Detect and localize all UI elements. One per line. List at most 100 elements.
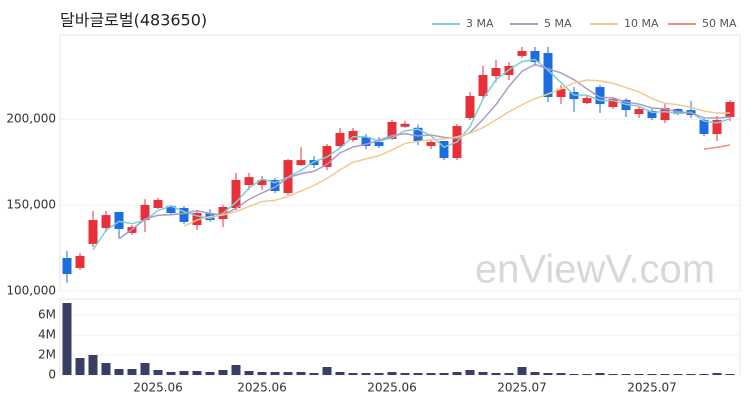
x-tick-label: 2025.06	[237, 381, 287, 395]
volume-bar	[244, 371, 254, 375]
volume-panel	[59, 298, 741, 376]
candle-body	[153, 199, 163, 209]
candle-body	[62, 258, 72, 274]
candle-body	[166, 205, 176, 213]
candle-body	[192, 212, 202, 226]
x-tick-label: 2025.07	[627, 381, 677, 395]
candle-body	[335, 132, 345, 146]
candle-body	[517, 50, 527, 56]
candle-body	[491, 67, 501, 77]
candle-body	[88, 220, 98, 244]
volume-bar	[75, 358, 85, 375]
y-tick-label: 0	[48, 368, 56, 382]
volume-bar	[205, 372, 215, 375]
volume-bar	[699, 374, 709, 375]
volume-bar	[608, 374, 618, 375]
volume-bar	[179, 371, 189, 375]
candle-body	[296, 160, 306, 166]
candle-body	[595, 87, 605, 105]
volume-bar	[595, 373, 605, 375]
ma-line	[92, 58, 731, 251]
candle-body	[439, 141, 449, 159]
volume-bar	[88, 355, 98, 375]
volume-bar	[413, 373, 423, 375]
volume-bar	[387, 372, 397, 375]
candle-body	[374, 142, 384, 146]
candle-body	[101, 215, 111, 228]
volume-bar	[569, 374, 579, 375]
volume-bar	[192, 371, 202, 375]
y-tick-label: 6M	[38, 308, 56, 322]
candle-body	[660, 108, 670, 121]
candle-body	[699, 120, 709, 134]
volume-bar	[582, 374, 592, 375]
ma-line	[703, 144, 731, 150]
legend-label: 3 MA	[466, 17, 494, 30]
candle-body	[270, 180, 280, 192]
candle-body	[465, 95, 475, 118]
candle-body	[647, 110, 657, 118]
candle-body	[478, 75, 488, 96]
volume-bar	[712, 373, 722, 375]
volume-bar	[439, 373, 449, 375]
volume-bar	[361, 373, 371, 375]
candle-body	[231, 180, 241, 209]
volume-bar	[556, 373, 566, 375]
candle-body	[556, 88, 566, 98]
y-tick-label: 2M	[38, 348, 56, 362]
x-tick-label: 2025.06	[133, 381, 183, 395]
volume-bar	[140, 363, 150, 375]
volume-bar	[465, 370, 475, 375]
volume-bar	[517, 367, 527, 375]
volume-bar	[166, 372, 176, 375]
volume-bar	[270, 372, 280, 375]
volume-bar	[101, 363, 111, 375]
candle-body	[75, 255, 85, 268]
candle-body	[582, 98, 592, 104]
volume-bar	[400, 373, 410, 375]
volume-bar	[283, 372, 293, 375]
volume-bar	[335, 372, 345, 375]
candle-body	[634, 109, 644, 115]
y-tick-label: 100,000	[6, 284, 56, 298]
volume-bar	[322, 367, 332, 375]
volume-bar	[348, 373, 358, 375]
candle-body	[400, 123, 410, 127]
x-tick-label: 2025.07	[497, 381, 547, 395]
volume-bar	[257, 372, 267, 375]
candle-body	[114, 211, 124, 229]
candle-body	[712, 120, 722, 134]
volume-bar	[114, 369, 124, 375]
volume-bar	[127, 369, 137, 375]
candle-body	[413, 127, 423, 142]
volume-bar	[374, 373, 384, 375]
volume-bar	[686, 374, 696, 375]
candle-body	[608, 99, 618, 107]
volume-bar	[660, 374, 670, 375]
price-panel	[59, 34, 741, 292]
volume-bar	[309, 373, 319, 375]
volume-bar	[673, 374, 683, 375]
candle-body	[426, 142, 436, 146]
candle-body	[179, 208, 189, 222]
candle-body	[543, 53, 553, 98]
volume-bar	[530, 372, 540, 375]
volume-bar	[62, 303, 72, 375]
y-tick-label: 4M	[38, 328, 56, 342]
ma-line	[183, 79, 731, 227]
volume-bar	[296, 372, 306, 375]
volume-bar	[478, 372, 488, 375]
candle-body	[244, 177, 254, 185]
candle-body	[361, 137, 371, 146]
volume-bar	[153, 370, 163, 375]
volume-bar	[634, 374, 644, 375]
volume-bar	[725, 374, 735, 375]
candle-body	[725, 102, 735, 117]
volume-bar	[491, 373, 501, 375]
candle-body	[257, 180, 267, 185]
volume-bar	[621, 374, 631, 375]
y-tick-label: 150,000	[6, 198, 56, 212]
volume-bar	[452, 372, 462, 375]
